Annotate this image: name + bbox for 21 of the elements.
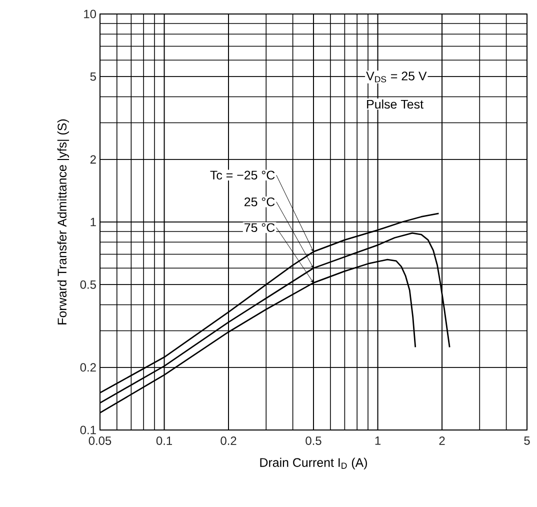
y-tick-label: 10 (84, 10, 96, 18)
x-tick-label: 0.2 (220, 436, 236, 445)
x-tick-label: 2 (439, 436, 445, 445)
x-tick-label: 0.5 (306, 436, 322, 445)
text: 75 °C (244, 223, 275, 232)
y-tick-label: 5 (90, 72, 96, 81)
y-tick-label: 1 (90, 218, 96, 226)
annotation: V$_{DS}$ = 25 V (366, 72, 427, 82)
y-tick-label: 0.2 (80, 363, 96, 372)
y-axis-title: Forward Transfer Admittance |yfs| (S) (57, 119, 70, 324)
y-tick-label: 0.5 (80, 280, 96, 289)
text: Tc = −25 °C (210, 170, 275, 180)
x-tick-label: 1 (375, 436, 381, 445)
x-tick-label: 5 (524, 436, 530, 445)
x-axis-title: Drain Current I$_{D}$ (A) (260, 458, 367, 470)
y-tick-label: 0.1 (80, 426, 96, 434)
y-tick-label: 2 (90, 155, 96, 164)
x-tick-label: 0.1 (156, 436, 172, 445)
x-tick-label: 0.05 (88, 436, 112, 445)
text: 25 °C (244, 197, 275, 206)
annotation: Pulse Test (367, 99, 424, 109)
